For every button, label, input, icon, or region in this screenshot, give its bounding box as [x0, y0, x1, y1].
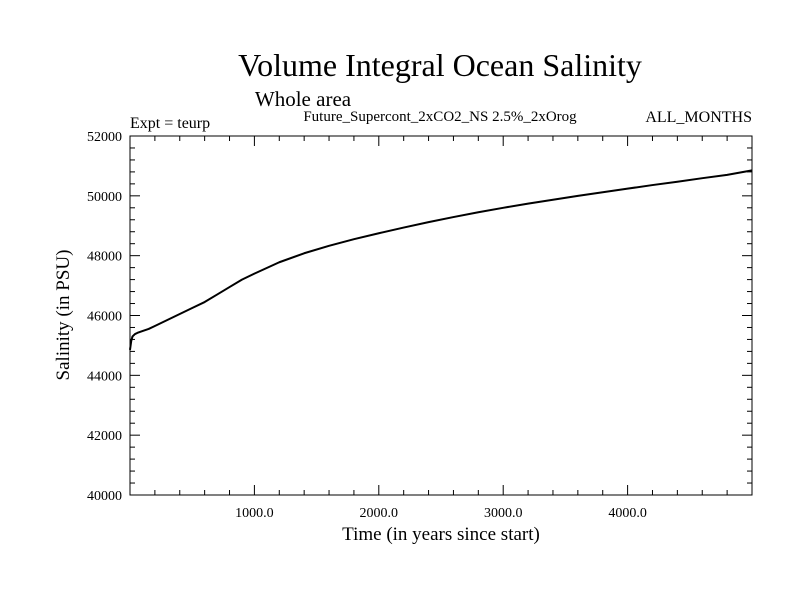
y-tick-label: 42000	[87, 429, 122, 444]
y-tick-label: 40000	[87, 489, 122, 504]
series-group	[129, 169, 753, 351]
plot-frame	[129, 135, 753, 496]
x-tick-label: 4000.0	[608, 506, 647, 521]
x-axis-label: Time (in years since start)	[342, 524, 540, 545]
chart-subtitle: Whole area	[255, 87, 352, 111]
y-tick-label: 46000	[87, 310, 122, 325]
x-tick-label: 3000.0	[484, 506, 523, 521]
experiment-id-label: Expt = teurp	[130, 115, 210, 132]
x-tick-label: 2000.0	[360, 506, 399, 521]
x-tick-label: 1000.0	[235, 506, 274, 521]
months-label: ALL_MONTHS	[645, 109, 752, 126]
experiment-name-label: Future_Supercont_2xCO2_NS 2.5%_2xOrog	[303, 109, 577, 125]
y-tick-label: 44000	[87, 369, 122, 384]
y-axis-ticks: 40000 42000 44000 46000 48000 50000 52000	[87, 130, 752, 504]
chart-title: Volume Integral Ocean Salinity	[238, 47, 642, 83]
y-tick-label: 50000	[87, 190, 122, 205]
salinity-series-line	[129, 169, 753, 351]
y-axis-label: Salinity (in PSU)	[53, 250, 74, 381]
y-tick-label: 48000	[87, 250, 122, 265]
x-axis-ticks: 1000.0 2000.0 3000.0 4000.0	[154, 136, 728, 521]
y-tick-label: 52000	[87, 130, 122, 145]
